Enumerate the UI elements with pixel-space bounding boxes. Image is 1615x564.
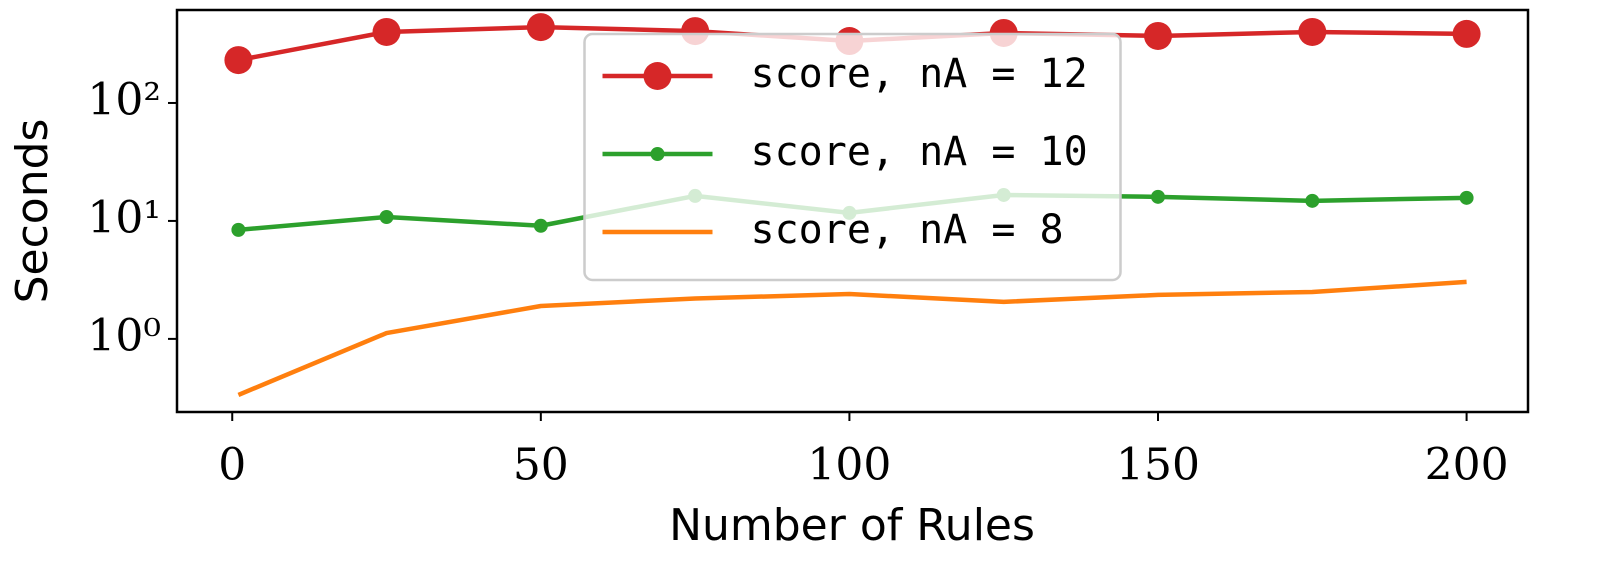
point: [1298, 17, 1327, 46]
x-tick-label: 150: [1116, 440, 1200, 491]
legend-marker: [650, 147, 665, 161]
y-axis-label: Seconds: [7, 119, 58, 304]
y-tick-label: 10⁰: [87, 310, 161, 361]
point: [1151, 189, 1166, 204]
point: [1144, 21, 1173, 50]
legend-label: score, nA = 10: [751, 129, 1088, 175]
y-tick-label: 10¹: [87, 192, 161, 243]
point: [224, 46, 253, 75]
legend-marker: [643, 62, 672, 90]
point: [526, 13, 555, 42]
x-axis-label: Number of Rules: [669, 500, 1035, 551]
x-tick-label: 0: [218, 440, 246, 491]
legend-label: score, nA = 8: [751, 207, 1064, 253]
legend-label: score, nA = 12: [751, 51, 1088, 97]
frame: [175, 8, 1530, 414]
point: [1452, 19, 1481, 48]
legend-box: [583, 32, 1122, 282]
x-tick-label: 50: [513, 440, 569, 491]
point: [1459, 190, 1474, 205]
point: [372, 17, 401, 46]
series-line: [237, 279, 1467, 397]
x-tick-label: 100: [807, 440, 891, 491]
point: [379, 209, 394, 224]
y-tick-label: 10²: [87, 74, 161, 125]
point: [533, 218, 548, 233]
point: [231, 222, 246, 237]
point: [1305, 193, 1320, 208]
legend: score, nA = 12 score, nA = 10 score, nA = …: [583, 32, 1122, 282]
x-tick-label: 200: [1425, 440, 1509, 491]
